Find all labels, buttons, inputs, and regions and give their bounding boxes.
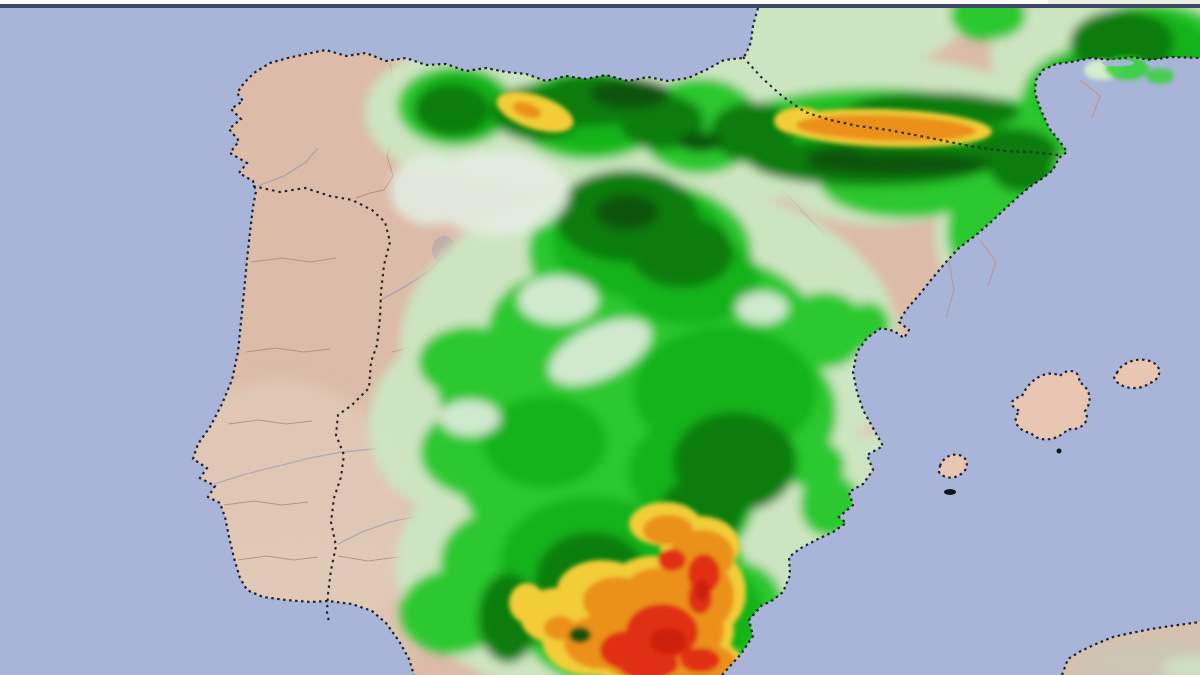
formentera-islet (944, 489, 956, 495)
spain-portugal-border (252, 184, 392, 623)
map-shape (1146, 68, 1174, 84)
islets (944, 448, 1062, 495)
spain-france-border (742, 56, 1059, 157)
cabrera-islet (1056, 448, 1062, 454)
frame-top (0, 0, 1200, 8)
top-margin-strip-right (1048, 0, 1200, 5)
french-lagoons (1102, 59, 1170, 67)
precipitation-overlay (193, 8, 1200, 675)
map-shape (1102, 59, 1134, 67)
map-shape (1079, 79, 1101, 119)
top-margin-strip (0, 0, 1048, 5)
map-frame-line (0, 4, 1200, 8)
map-shape (979, 239, 997, 287)
map-shape (1146, 60, 1170, 66)
country-borders (252, 56, 1059, 623)
